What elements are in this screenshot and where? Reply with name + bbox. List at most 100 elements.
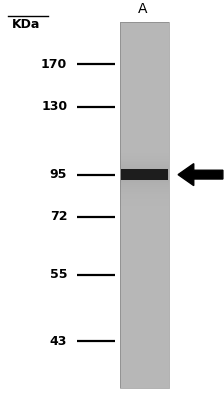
Bar: [120, 179, 169, 181]
Bar: [120, 130, 169, 132]
Bar: [120, 60, 169, 61]
Bar: [120, 176, 169, 177]
Text: 43: 43: [50, 335, 67, 348]
Bar: [120, 364, 169, 365]
Bar: [120, 386, 169, 387]
Bar: [120, 382, 169, 383]
Bar: [120, 217, 169, 218]
Bar: [120, 328, 169, 330]
Bar: [120, 193, 169, 194]
Bar: [120, 376, 169, 377]
Bar: [120, 52, 169, 54]
Bar: [120, 370, 169, 371]
Bar: [120, 115, 169, 116]
Bar: [120, 270, 169, 271]
Bar: [120, 99, 169, 100]
Bar: [120, 326, 169, 327]
Bar: [120, 156, 169, 158]
Bar: [120, 293, 169, 294]
Bar: [120, 46, 169, 48]
Bar: [120, 66, 169, 67]
Text: 95: 95: [50, 168, 67, 181]
Bar: [120, 267, 169, 268]
Bar: [120, 377, 169, 378]
Bar: [120, 86, 169, 87]
Bar: [120, 183, 169, 184]
Bar: [120, 88, 169, 89]
Bar: [120, 132, 169, 133]
Bar: [120, 124, 169, 126]
Bar: [120, 290, 169, 292]
Bar: [120, 204, 169, 205]
Bar: [120, 195, 169, 196]
Bar: [120, 58, 169, 60]
Bar: [120, 239, 169, 240]
Bar: [120, 353, 169, 354]
Bar: [120, 351, 169, 353]
Bar: [120, 102, 169, 104]
Bar: [120, 194, 169, 195]
Bar: [120, 49, 169, 50]
Bar: [120, 224, 169, 226]
Bar: [120, 287, 169, 288]
Bar: [120, 90, 169, 92]
Bar: [120, 133, 169, 134]
Bar: [120, 174, 169, 176]
Bar: [120, 336, 169, 337]
Bar: [120, 94, 169, 95]
Bar: [120, 240, 169, 242]
Bar: [120, 327, 169, 328]
Bar: [120, 167, 169, 168]
Bar: [120, 367, 169, 368]
Bar: [120, 218, 169, 220]
Bar: [120, 311, 169, 312]
Bar: [120, 87, 169, 88]
Bar: [120, 171, 169, 172]
Bar: [120, 245, 169, 246]
Bar: [120, 187, 169, 188]
Bar: [120, 349, 169, 350]
Bar: [120, 254, 169, 255]
Bar: [120, 259, 169, 260]
Bar: [120, 83, 169, 84]
Bar: [120, 143, 169, 144]
Bar: [120, 210, 169, 211]
Bar: [120, 321, 169, 322]
Bar: [120, 337, 169, 338]
Bar: [120, 232, 169, 233]
Bar: [120, 114, 169, 115]
Bar: [120, 380, 169, 381]
Bar: [120, 301, 169, 302]
Bar: [120, 346, 169, 348]
Bar: [120, 343, 169, 344]
Bar: [120, 356, 169, 358]
Bar: [120, 96, 169, 98]
Text: 55: 55: [50, 268, 67, 281]
Bar: [120, 112, 169, 114]
Bar: [120, 320, 169, 321]
Bar: [120, 82, 169, 83]
Bar: [120, 280, 169, 281]
Bar: [120, 165, 169, 166]
Bar: [120, 127, 169, 128]
Bar: [120, 129, 169, 130]
Bar: [120, 214, 169, 215]
Bar: [120, 236, 169, 237]
Bar: [120, 205, 169, 206]
Bar: [120, 226, 169, 227]
Bar: [120, 200, 169, 201]
Bar: [120, 255, 169, 256]
Bar: [120, 100, 169, 101]
Bar: [120, 260, 169, 261]
Bar: [120, 237, 169, 238]
Bar: [120, 162, 169, 164]
Bar: [120, 173, 169, 174]
Bar: [120, 151, 169, 152]
Bar: [120, 223, 169, 224]
Bar: [120, 180, 169, 182]
Bar: [120, 208, 169, 209]
Bar: [120, 137, 169, 138]
Bar: [120, 229, 169, 231]
Bar: [120, 348, 169, 349]
Bar: [120, 45, 169, 46]
